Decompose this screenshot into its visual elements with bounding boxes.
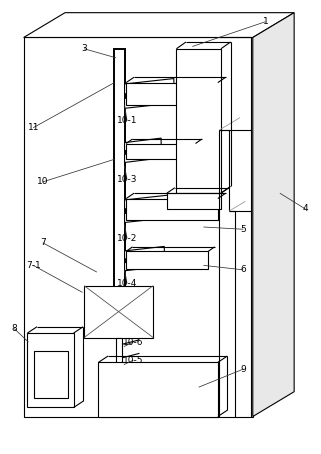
Polygon shape bbox=[125, 208, 174, 222]
Bar bbox=[126, 83, 218, 105]
Polygon shape bbox=[125, 93, 174, 109]
Bar bbox=[167, 193, 221, 209]
Text: 5: 5 bbox=[240, 225, 246, 234]
Bar bbox=[28, 333, 74, 408]
Text: 10: 10 bbox=[37, 178, 48, 187]
Text: 9: 9 bbox=[240, 365, 246, 374]
Bar bbox=[117, 338, 122, 369]
Polygon shape bbox=[125, 150, 161, 163]
Polygon shape bbox=[253, 13, 294, 416]
Bar bbox=[99, 362, 218, 416]
Polygon shape bbox=[125, 79, 174, 94]
Text: 10-1: 10-1 bbox=[117, 117, 137, 125]
Bar bbox=[126, 198, 218, 220]
Bar bbox=[34, 351, 68, 399]
Text: 3: 3 bbox=[81, 44, 87, 53]
Polygon shape bbox=[125, 247, 164, 259]
Polygon shape bbox=[125, 194, 174, 209]
Text: 7-1: 7-1 bbox=[26, 261, 40, 270]
Polygon shape bbox=[125, 138, 161, 151]
Text: 10-2: 10-2 bbox=[117, 234, 137, 243]
Text: 10-6: 10-6 bbox=[123, 338, 144, 346]
Polygon shape bbox=[125, 258, 164, 271]
Text: 10-5: 10-5 bbox=[123, 355, 144, 365]
Text: 6: 6 bbox=[240, 266, 246, 274]
Polygon shape bbox=[24, 13, 294, 38]
Text: 8: 8 bbox=[11, 324, 17, 333]
Polygon shape bbox=[106, 306, 133, 320]
Text: 10-4: 10-4 bbox=[117, 279, 137, 288]
Text: 1: 1 bbox=[263, 17, 268, 26]
Bar bbox=[24, 38, 253, 416]
Bar bbox=[126, 143, 195, 159]
Polygon shape bbox=[89, 306, 106, 317]
Text: 7: 7 bbox=[40, 238, 46, 247]
Text: 10-3: 10-3 bbox=[117, 175, 137, 184]
Text: 11: 11 bbox=[28, 123, 39, 132]
Bar bbox=[84, 286, 153, 338]
Bar bbox=[177, 49, 221, 193]
Bar bbox=[126, 252, 208, 268]
Bar bbox=[114, 49, 125, 317]
Text: 4: 4 bbox=[302, 204, 308, 213]
